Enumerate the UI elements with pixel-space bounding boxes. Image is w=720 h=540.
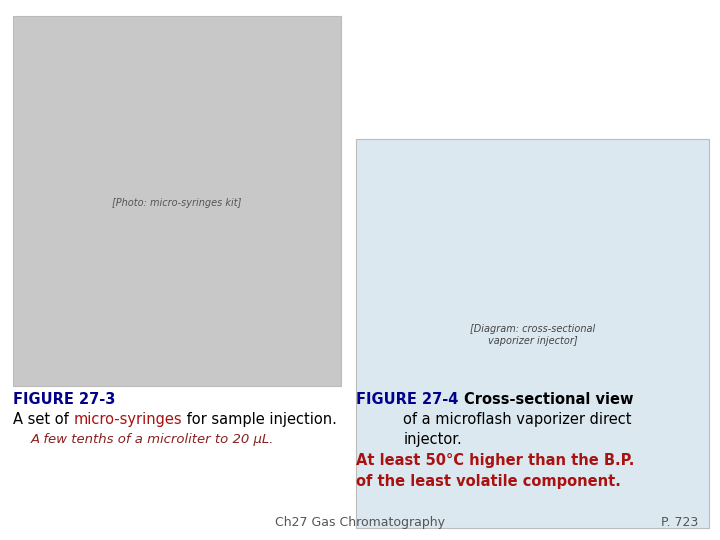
Text: P. 723: P. 723 xyxy=(661,516,698,529)
Text: A set of: A set of xyxy=(13,412,73,427)
Text: of a microflash vaporizer direct: of a microflash vaporizer direct xyxy=(403,412,631,427)
Text: micro-syringes: micro-syringes xyxy=(73,412,182,427)
Text: Cross-sectional view: Cross-sectional view xyxy=(464,392,634,407)
Text: for sample injection.: for sample injection. xyxy=(182,412,337,427)
Text: [Diagram: cross-sectional
vaporizer injector]: [Diagram: cross-sectional vaporizer inje… xyxy=(470,324,595,346)
Text: FIGURE 27-3: FIGURE 27-3 xyxy=(13,392,115,407)
FancyBboxPatch shape xyxy=(356,139,709,528)
Text: Ch27 Gas Chromatography: Ch27 Gas Chromatography xyxy=(275,516,445,529)
Text: of the least volatile component.: of the least volatile component. xyxy=(356,474,621,489)
Text: [Photo: micro-syringes kit]: [Photo: micro-syringes kit] xyxy=(112,198,241,207)
FancyBboxPatch shape xyxy=(13,16,341,386)
Text: injector.: injector. xyxy=(403,432,462,447)
Text: At least 50°C higher than the B.P.: At least 50°C higher than the B.P. xyxy=(356,453,635,468)
Text: FIGURE 27-4: FIGURE 27-4 xyxy=(356,392,464,407)
Text: A few tenths of a microliter to 20 μL.: A few tenths of a microliter to 20 μL. xyxy=(31,433,274,446)
